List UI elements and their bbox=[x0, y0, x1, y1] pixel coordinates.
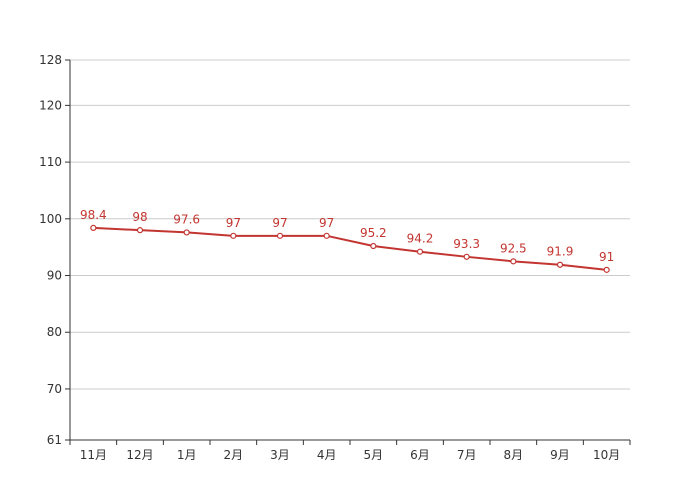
series-line bbox=[93, 226, 607, 271]
data-label: 98 bbox=[132, 210, 147, 224]
data-label: 97 bbox=[272, 216, 287, 230]
x-tick-label: 3月 bbox=[270, 448, 290, 462]
x-tick-label: 8月 bbox=[504, 448, 524, 462]
data-point[interactable] bbox=[183, 229, 190, 236]
data-point[interactable] bbox=[556, 261, 564, 268]
x-tick-label: 1月 bbox=[177, 448, 197, 462]
x-tick-label: 9月 bbox=[550, 448, 570, 462]
y-tick-label: 61 bbox=[47, 433, 62, 447]
grid-lines bbox=[70, 59, 630, 390]
y-tick-label: 70 bbox=[47, 382, 62, 396]
x-tick-label: 7月 bbox=[457, 448, 477, 462]
x-tick-label: 4月 bbox=[317, 448, 337, 462]
data-point[interactable] bbox=[463, 253, 470, 260]
data-point[interactable] bbox=[136, 227, 144, 234]
x-tick-label: 10月 bbox=[593, 448, 620, 462]
x-tick-label: 12月 bbox=[126, 448, 153, 462]
data-point[interactable] bbox=[230, 232, 237, 239]
data-point[interactable] bbox=[416, 248, 424, 255]
y-tick-label: 110 bbox=[39, 155, 62, 169]
data-point[interactable] bbox=[323, 232, 330, 239]
data-label: 97 bbox=[319, 216, 334, 230]
x-tick-label: 6月 bbox=[410, 448, 430, 462]
data-points bbox=[90, 224, 610, 273]
data-label: 91.9 bbox=[547, 245, 574, 259]
data-point[interactable] bbox=[370, 242, 377, 250]
data-label: 94.2 bbox=[407, 232, 434, 246]
data-point[interactable] bbox=[276, 232, 284, 239]
series bbox=[93, 226, 607, 271]
y-tick-label: 128 bbox=[39, 53, 62, 67]
y-tick-label: 80 bbox=[47, 325, 62, 339]
data-label: 97.6 bbox=[173, 212, 200, 226]
y-tick-labels: 61 70 80 90 100 110 120 128 bbox=[39, 53, 70, 447]
data-label: 95.2 bbox=[360, 226, 387, 240]
y-tick-label: 100 bbox=[39, 212, 62, 226]
data-label: 97 bbox=[226, 216, 241, 230]
x-tick-label: 11月 bbox=[80, 448, 107, 462]
data-label: 93.3 bbox=[453, 237, 480, 251]
x-tick-label: 5月 bbox=[364, 448, 384, 462]
data-point[interactable] bbox=[510, 258, 517, 265]
x-tick-label: 2月 bbox=[224, 448, 244, 462]
data-point[interactable] bbox=[603, 266, 610, 273]
data-label: 92.5 bbox=[500, 241, 527, 255]
data-labels: 98.4 98 97.6 97 97 97 95.2 94.2 93.3 92.5 91.9 91 bbox=[80, 208, 614, 264]
x-tick-labels: 11月 12月 1月 2月 3月 4月 5月 6月 7月 8月 9月 10月 bbox=[69, 440, 631, 462]
y-tick-label: 120 bbox=[39, 98, 62, 112]
data-point[interactable] bbox=[90, 224, 97, 231]
data-label: 91 bbox=[599, 250, 614, 264]
data-label: 98.4 bbox=[80, 208, 107, 222]
y-tick-label: 90 bbox=[47, 269, 62, 283]
